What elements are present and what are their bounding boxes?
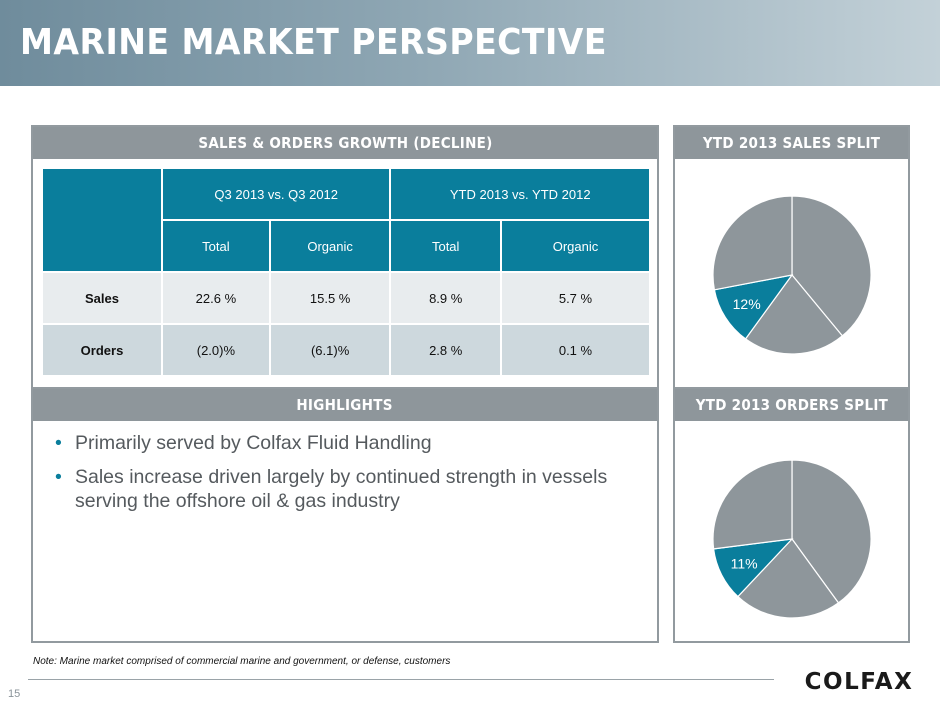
- table-cell: (2.0)%: [161, 323, 271, 377]
- table-row: Sales 22.6 % 15.5 % 8.9 % 5.7 %: [41, 271, 652, 325]
- colfax-logo: COLFAX: [805, 669, 914, 692]
- row-label-sales: Sales: [41, 271, 163, 325]
- table-cell: 15.5 %: [268, 271, 392, 325]
- list-item: • Primarily served by Colfax Fluid Handli…: [55, 432, 432, 454]
- table-cell: 2.8 %: [389, 323, 502, 377]
- group-header-q3: Q3 2013 vs. Q3 2012: [160, 167, 392, 221]
- pie-slice: [712, 459, 793, 550]
- page-title: MARINE MARKET PERSPECTIVE: [20, 22, 607, 63]
- orders-split-panel: YTD 2013 ORDERS SPLIT 11%: [673, 387, 910, 643]
- highlights-list: • Primarily served by Colfax Fluid Handli…: [55, 431, 655, 523]
- table-cell: 0.1 %: [499, 323, 652, 377]
- group-header-ytd: YTD 2013 vs. YTD 2012: [389, 167, 651, 221]
- pie-slice: [744, 274, 844, 355]
- table-cell: 22.6 %: [161, 271, 271, 325]
- highlights-heading: HIGHLIGHTS: [33, 389, 657, 421]
- pie-slice-label: 11%: [731, 555, 758, 571]
- title-bar: MARINE MARKET PERSPECTIVE: [0, 0, 940, 86]
- pie-slice: [712, 195, 793, 291]
- orders-split-pie: 11%: [712, 459, 872, 619]
- sales-split-panel: YTD 2013 SALES SPLIT 12%: [673, 125, 910, 387]
- sales-split-heading: YTD 2013 SALES SPLIT: [675, 127, 908, 159]
- table-cell: (6.1)%: [268, 323, 392, 377]
- growth-table: Q3 2013 vs. Q3 2012 YTD 2013 vs. YTD 201…: [41, 167, 652, 377]
- sub-header: Organic: [499, 219, 652, 273]
- bullet-icon: •: [55, 432, 62, 454]
- pie-slice: [713, 274, 794, 340]
- pie-slice: [737, 538, 840, 619]
- sales-orders-heading: SALES & ORDERS GROWTH (DECLINE): [33, 127, 657, 159]
- table-cell: 8.9 %: [389, 271, 502, 325]
- sub-header: Total: [161, 219, 271, 273]
- table-corner-cell: [41, 167, 163, 273]
- sub-header: Total: [389, 219, 502, 273]
- table-cell: 5.7 %: [499, 271, 652, 325]
- highlights-panel: HIGHLIGHTS • Primarily served by Colfax F…: [31, 387, 659, 643]
- table-row: Orders (2.0)% (6.1)% 2.8 % 0.1 %: [41, 323, 652, 377]
- row-label-orders: Orders: [41, 323, 163, 377]
- sales-split-pie: 12%: [712, 195, 872, 355]
- list-item: • Sales increase driven largely by contin…: [55, 466, 608, 512]
- bullet-icon: •: [55, 466, 62, 488]
- pie-slice: [791, 459, 872, 604]
- footnote: Note: Marine market comprised of commerc…: [33, 656, 451, 667]
- sales-orders-panel: SALES & ORDERS GROWTH (DECLINE) Q3 2013 …: [31, 125, 659, 387]
- footer-divider: [28, 679, 774, 680]
- orders-split-heading: YTD 2013 ORDERS SPLIT: [675, 389, 908, 421]
- page-number: 15: [8, 688, 21, 700]
- sub-header: Organic: [268, 219, 392, 273]
- svg-text:COLFAX: COLFAX: [805, 669, 914, 692]
- pie-slice-label: 12%: [733, 296, 761, 312]
- pie-slice: [791, 195, 872, 337]
